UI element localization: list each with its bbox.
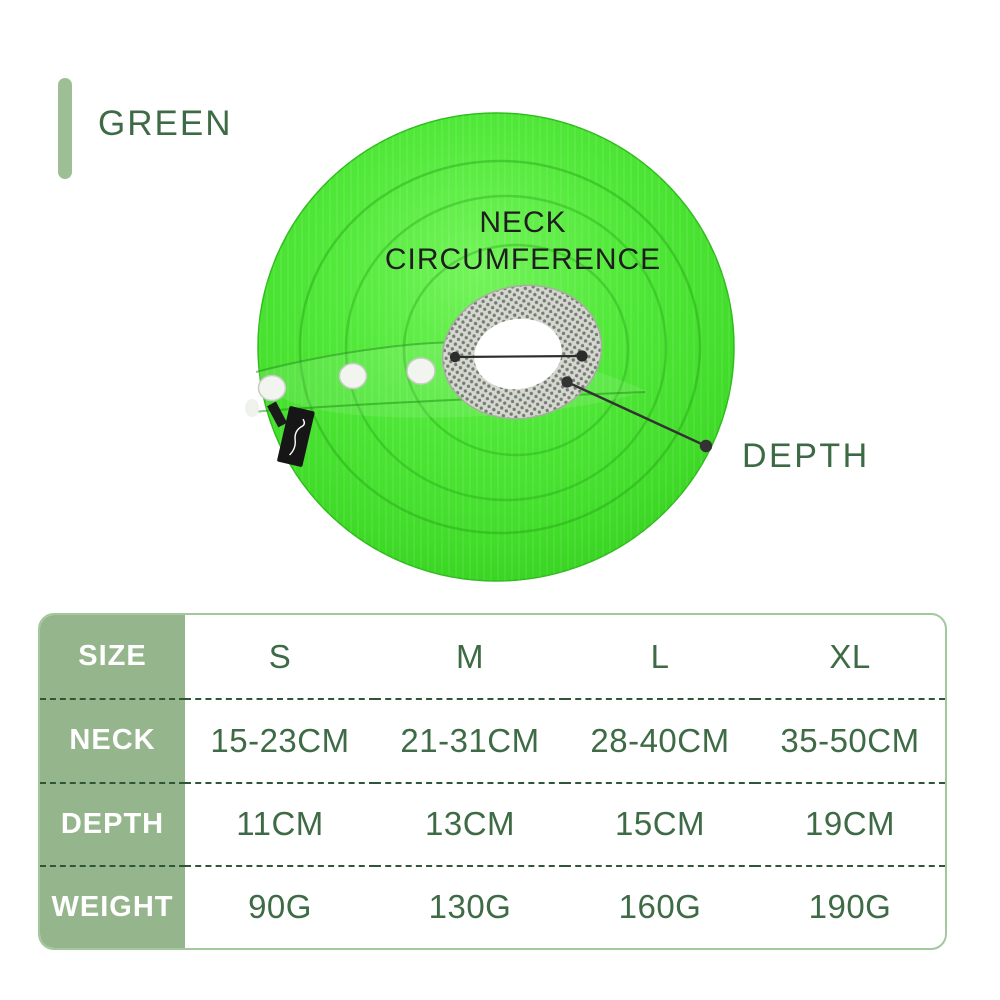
- quilt-seam-mid: [344, 194, 668, 502]
- neck-hole: [474, 318, 562, 390]
- neck-circumference-label: NECK CIRCUMFERENCE: [340, 204, 706, 278]
- table-rowlabel-depth: DEPTH: [40, 781, 185, 865]
- table-header-s: S: [268, 637, 292, 675]
- table-header-m: M: [456, 637, 484, 675]
- table-header-xl: XL: [829, 637, 871, 675]
- quilt-seam-inner: [402, 243, 630, 457]
- snap-buttons: [245, 357, 436, 417]
- neck-label-line1: NECK: [479, 206, 567, 239]
- depth-line: [561, 376, 713, 453]
- product-photo-cone: [245, 112, 735, 582]
- snap-button-icon: [406, 357, 436, 385]
- table-cell-neck-xl: 35-50CM: [755, 698, 945, 781]
- table-cell-depth-xl: 19CM: [755, 781, 945, 865]
- neck-label-line2: CIRCUMFERENCE: [384, 243, 662, 276]
- table-cell-weight-m: 130G: [375, 864, 565, 948]
- table-cell-neck-m: 21-31CM: [375, 698, 565, 781]
- table-cell-weight-l: 160G: [565, 864, 755, 948]
- table-rowlabel-weight: WEIGHT: [40, 864, 185, 948]
- snap-button-icon: [338, 362, 368, 390]
- table-cell-depth-s: 11CM: [185, 781, 375, 865]
- neck-circumference-line: [449, 350, 588, 363]
- table-cell-neck-s: 15-23CM: [185, 698, 375, 781]
- table-cell-depth-l: 15CM: [565, 781, 755, 865]
- color-name-label: GREEN: [98, 104, 233, 143]
- brand-tag: [267, 401, 315, 467]
- table-header-l: L: [650, 637, 670, 675]
- table-header-size: SIZE: [40, 615, 185, 699]
- size-chart-table: SIZE S M L XL NECK 15-23CM 21-31CM 28-40…: [38, 613, 947, 950]
- snap-button-icon: [245, 399, 259, 417]
- table-cell-depth-m: 13CM: [375, 781, 565, 865]
- table-cell-weight-xl: 190G: [755, 864, 945, 948]
- depth-label: DEPTH: [742, 437, 870, 475]
- quilt-seam-outer: [298, 159, 702, 535]
- snap-button-icon: [257, 374, 287, 402]
- table-rowlabel-neck: NECK: [40, 698, 185, 782]
- table-cell-weight-s: 90G: [185, 864, 375, 948]
- table-cell-neck-l: 28-40CM: [565, 698, 755, 781]
- accent-bar: [58, 78, 72, 179]
